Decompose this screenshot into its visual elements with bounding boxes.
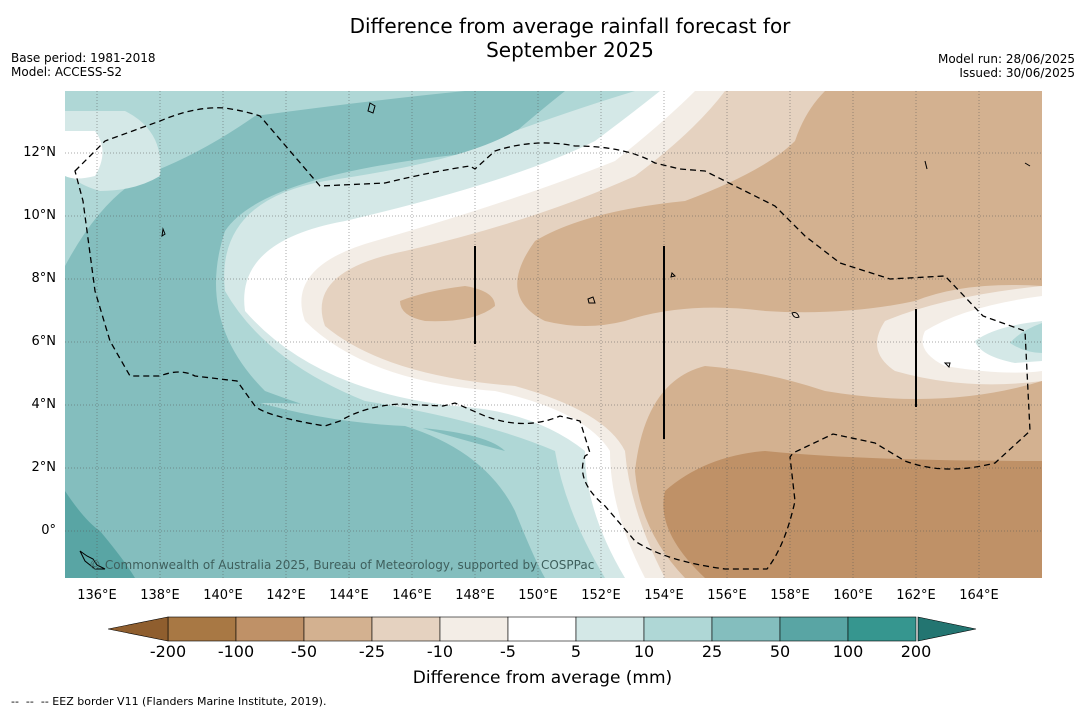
lon-label-148e: 148°E [455, 588, 495, 603]
contour-fill-neg25-neg50-north [517, 91, 1042, 326]
lat-label-6n: 6°N [31, 334, 57, 349]
lon-label-162e: 162°E [896, 588, 936, 603]
colorbar [108, 616, 977, 642]
rainfall-map[interactable]: © Commonwealth of Australia 2025, Bureau… [65, 91, 1042, 578]
colorbar-cell [847, 616, 917, 642]
colorbar-tick-neg25: -25 [358, 642, 386, 661]
map-grid [65, 91, 1042, 578]
lat-label-12n: 12°N [23, 145, 56, 160]
coastlines [79, 102, 1031, 570]
issued-text: Issued: 30/06/2025 [959, 66, 1075, 80]
lon-label-140e: 140°E [203, 588, 243, 603]
lat-label-8n: 8°N [31, 271, 57, 286]
map-svg [65, 91, 1042, 578]
colorbar-tick-200: 200 [900, 642, 932, 661]
colorbar-cell [371, 616, 441, 642]
lon-label-160e: 160°E [833, 588, 873, 603]
colorbar-extend-low [108, 616, 169, 642]
colorbar-cell [167, 616, 237, 642]
contour-fill-neg50-neg100 [663, 451, 1042, 578]
title-line-1: Difference from average rainfall forecas… [349, 14, 791, 38]
meta-right: Model run: 28/06/2025 Issued: 30/06/2025 [938, 52, 1075, 80]
colorbar-tick-neg50: -50 [290, 642, 318, 661]
lat-label-2n: 2°N [31, 460, 57, 475]
lon-label-150e: 150°E [518, 588, 558, 603]
colorbar-tick-10: 10 [633, 642, 655, 661]
indicator-bars [474, 246, 917, 439]
colorbar-cells [167, 616, 917, 642]
colorbar-cell [643, 616, 713, 642]
contour-fill-neutral-nw [65, 131, 103, 179]
lon-label-146e: 146°E [392, 588, 432, 603]
contour-fill-25-50-sw [65, 271, 545, 578]
colorbar-cell [507, 616, 577, 642]
colorbar-label: Difference from average (mm) [412, 668, 673, 688]
eez-border [74, 107, 1031, 570]
colorbar-cell [303, 616, 373, 642]
lat-label-10n: 10°N [23, 208, 56, 223]
colorbar-cell [575, 616, 645, 642]
contour-fill-10-25-nw [65, 91, 465, 266]
colorbar-tick-neg100: -100 [217, 642, 255, 661]
lat-label-4n: 4°N [31, 397, 57, 412]
lon-label-142e: 142°E [266, 588, 306, 603]
eez-legend-footer: -- -- -- EEZ border V11 (Flanders Marine… [11, 695, 327, 708]
lon-label-152e: 152°E [581, 588, 621, 603]
lon-label-138e: 138°E [140, 588, 180, 603]
lon-label-158e: 158°E [770, 588, 810, 603]
colorbar-tick-100: 100 [832, 642, 864, 661]
model-run-text: Model run: 28/06/2025 [937, 52, 1075, 66]
colorbar-cell [235, 616, 305, 642]
lon-label-164e: 164°E [959, 588, 999, 603]
meta-left: Base period: 1981-2018 Model: ACCESS-S2 [11, 51, 156, 79]
colorbar-tick-neg200: -200 [149, 642, 187, 661]
colorbar-tick-50: 50 [769, 642, 791, 661]
lon-label-154e: 154°E [644, 588, 684, 603]
colorbar-cell [711, 616, 781, 642]
lon-label-136e: 136°E [77, 588, 117, 603]
colorbar-tick-neg10: -10 [426, 642, 454, 661]
contour-fill-neg25-neg50-west [400, 286, 495, 322]
lat-label-0: 0° [41, 523, 56, 538]
model-text: Model: ACCESS-S2 [11, 65, 123, 79]
colorbar-cell [439, 616, 509, 642]
lon-label-156e: 156°E [707, 588, 747, 603]
colorbar-tick-25: 25 [701, 642, 723, 661]
map-title: Difference from average rainfall forecas… [270, 14, 870, 62]
colorbar-cell [779, 616, 849, 642]
copyright-text: © Commonwealth of Australia 2025, Bureau… [89, 558, 595, 572]
lon-label-144e: 144°E [329, 588, 369, 603]
title-line-2: September 2025 [486, 38, 654, 62]
colorbar-extend-high [917, 616, 977, 642]
base-period-text: Base period: 1981-2018 [11, 51, 156, 65]
colorbar-tick-5: 5 [570, 642, 582, 661]
colorbar-tick-neg5: -5 [500, 642, 516, 661]
